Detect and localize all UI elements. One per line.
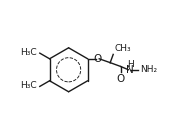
Text: NH₂: NH₂ [141,65,158,74]
Text: O: O [117,74,125,84]
Text: CH₃: CH₃ [114,44,131,53]
Text: O: O [94,54,102,64]
Text: H: H [127,60,134,69]
Text: H₃C: H₃C [20,81,37,90]
Text: H₃C: H₃C [20,48,37,57]
Text: N: N [126,65,134,75]
